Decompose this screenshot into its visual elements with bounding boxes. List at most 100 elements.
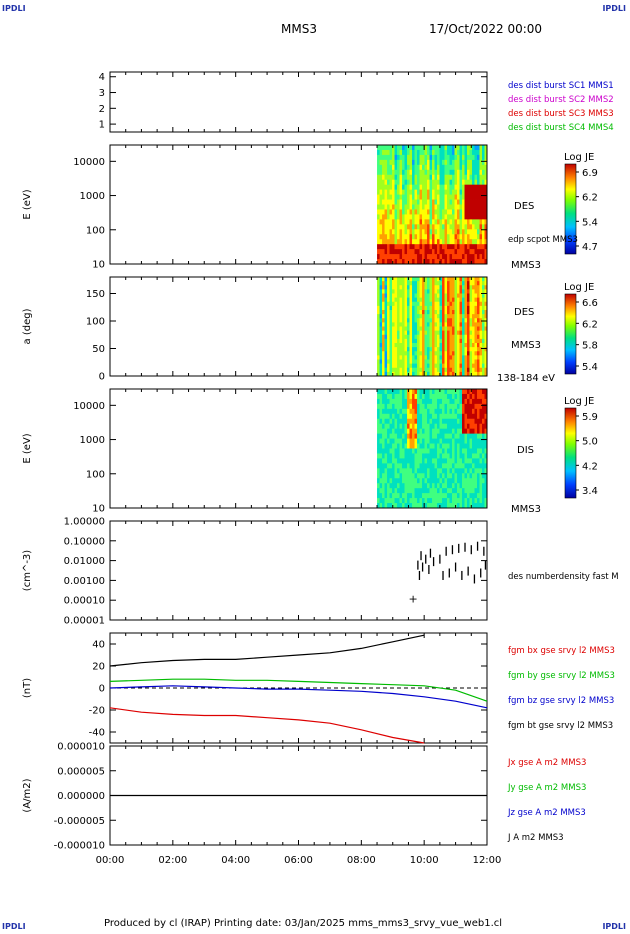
spectrogram-cell: [434, 285, 438, 290]
spectrogram-cell: [437, 463, 440, 469]
spectrogram-cell: [419, 493, 423, 499]
spectrogram-cell: [434, 154, 438, 161]
spectrogram-cell: [437, 259, 440, 265]
spectrogram-cell: [412, 363, 415, 369]
spectrogram-cell: [382, 433, 385, 439]
spectrogram-cell: [439, 458, 443, 464]
spectrogram-cell: [414, 330, 418, 336]
spectrogram-cell: [437, 310, 440, 315]
spectrogram-cell: [472, 164, 475, 171]
spectrogram-cell: [427, 179, 430, 186]
spectrogram-cell: [389, 498, 393, 504]
spectrogram-cell: [382, 305, 385, 311]
spectrogram-cell: [444, 473, 448, 479]
spectrogram-cell: [429, 413, 433, 420]
spectrogram-cell: [417, 322, 420, 327]
spectrogram-cell: [479, 359, 483, 365]
spectrogram-cell: [474, 458, 478, 464]
spectrogram-cell: [424, 277, 428, 282]
spectrogram-cell: [459, 179, 463, 186]
spectrogram-cell: [384, 367, 388, 373]
spectrogram-cell: [422, 330, 425, 336]
spectrogram-cell: [464, 145, 468, 151]
fgm-axis-label: (nT): [22, 678, 33, 698]
spectrogram-cell: [477, 289, 480, 294]
spectrogram-cell: [484, 209, 488, 215]
spectrogram-cell: [469, 448, 473, 454]
spectrogram-cell: [407, 179, 410, 186]
spectrogram-cell: [399, 204, 403, 210]
spectrogram-cell: [434, 398, 438, 405]
spectrogram-cell: [387, 149, 390, 156]
spectrogram-cell: [462, 285, 465, 290]
spectrogram-cell: [409, 351, 413, 356]
spectrogram-cell: [447, 488, 450, 494]
spectrogram-cell: [417, 214, 420, 220]
spectrogram-cell: [437, 389, 440, 395]
spectrogram-cell: [467, 179, 470, 186]
spectrogram-cell: [417, 293, 420, 299]
spectrogram-cell: [422, 398, 425, 405]
spectrogram-cell: [409, 145, 413, 151]
spectrogram-cell: [379, 473, 383, 479]
spectrogram-cell: [419, 301, 423, 307]
spectrogram-cell: [442, 297, 445, 303]
spectrogram-cell: [404, 297, 408, 303]
spectrogram-cell: [482, 154, 485, 161]
spectrogram-cell: [414, 438, 418, 444]
spectrogram-cell: [392, 281, 395, 286]
spectrogram-cell: [379, 351, 383, 356]
spectrogram-cell: [437, 498, 440, 504]
spectrogram-cell: [477, 301, 480, 307]
spectrogram-cell: [444, 330, 448, 336]
spectrogram-cell: [417, 209, 420, 215]
spectrogram-cell: [417, 423, 420, 430]
spectrogram-cell: [382, 159, 385, 166]
spectrogram-cell: [417, 184, 420, 191]
spectrogram-cell: [482, 347, 485, 352]
spectrogram-cell: [389, 418, 393, 425]
spectrogram-cell: [472, 488, 475, 494]
spectrogram-cell: [469, 184, 473, 191]
spectrogram-cell: [454, 413, 458, 420]
spectrogram-cell: [437, 403, 440, 410]
spectrogram-cell: [484, 367, 488, 373]
spectrogram-cell: [479, 204, 483, 210]
spectrogram-cell: [379, 468, 383, 474]
spectrogram-cell: [404, 438, 408, 444]
spectrogram-cell: [379, 234, 383, 240]
spectrogram-cell: [404, 229, 408, 235]
spectrogram-cell: [394, 371, 398, 377]
spectrogram-cell: [422, 453, 425, 459]
spectrogram-cell: [407, 338, 410, 344]
spectrogram-cell: [424, 318, 428, 323]
spectrogram-cell: [412, 149, 415, 156]
spectrogram-cell: [467, 322, 470, 327]
spectrogram-cell: [472, 433, 475, 439]
spectrogram-cell: [417, 189, 420, 195]
spectrogram-cell: [432, 310, 435, 315]
spectrogram-cell: [432, 179, 435, 186]
spectrogram-cell: [404, 310, 408, 315]
spectrogram-cell: [484, 355, 488, 360]
spectrogram-cell: [472, 443, 475, 449]
spectrogram-cell: [477, 224, 480, 230]
spectrogram-cell: [452, 277, 455, 282]
spectrogram-cell: [444, 398, 448, 405]
spectrogram-cell: [407, 363, 410, 369]
spectrogram-cell: [417, 289, 420, 294]
spectrogram-cell: [399, 293, 403, 299]
spectrogram-cell: [397, 189, 400, 195]
spectrogram-cell: [474, 244, 478, 250]
spectrogram-cell: [407, 438, 410, 444]
density-marker: +: [409, 593, 418, 606]
spectrogram-cell: [429, 498, 433, 504]
spectrogram-cell: [479, 184, 483, 191]
spectrogram-cell: [422, 389, 425, 395]
spectrogram-cell: [469, 293, 473, 299]
spectrogram-cell: [424, 145, 428, 151]
spectrogram-cell: [484, 433, 488, 439]
spectrogram-cell: [422, 209, 425, 215]
spectrogram-cell: [467, 498, 470, 504]
spectrogram-cell: [404, 169, 408, 176]
